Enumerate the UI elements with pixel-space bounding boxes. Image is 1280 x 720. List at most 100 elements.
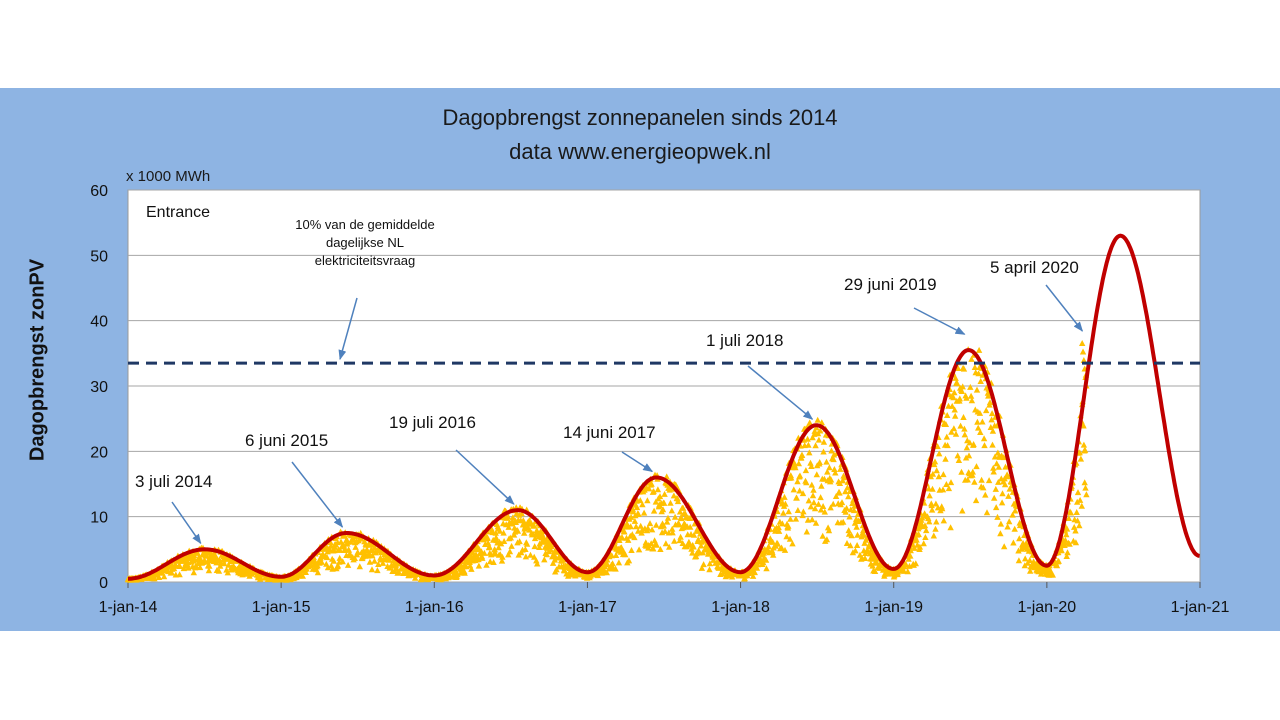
daily-point	[1058, 547, 1065, 554]
daily-point	[960, 365, 968, 372]
daily-point	[393, 565, 400, 572]
daily-point	[527, 551, 534, 558]
daily-point	[775, 527, 783, 534]
daily-point	[871, 568, 879, 574]
daily-point	[951, 389, 958, 396]
daily-point	[815, 436, 823, 443]
daily-point	[670, 492, 678, 499]
daily-point	[952, 430, 960, 437]
daily-point	[780, 509, 787, 516]
daily-point	[815, 500, 822, 507]
daily-point	[318, 558, 325, 565]
daily-point	[623, 520, 631, 527]
daily-point	[1080, 357, 1088, 364]
daily-point	[806, 449, 813, 456]
daily-point	[395, 568, 402, 575]
daily-point	[191, 552, 198, 559]
daily-point	[809, 434, 816, 441]
daily-point	[959, 507, 966, 514]
daily-point	[839, 477, 846, 484]
daily-point	[853, 523, 860, 530]
daily-point	[968, 355, 975, 362]
daily-point	[796, 487, 803, 494]
daily-point	[362, 541, 370, 548]
daily-point	[848, 532, 855, 539]
daily-point	[630, 508, 637, 515]
daily-point	[631, 534, 638, 541]
daily-point	[618, 544, 625, 551]
daily-point	[644, 524, 652, 531]
daily-point	[990, 464, 997, 471]
daily-point	[475, 562, 483, 569]
daily-point	[498, 557, 506, 564]
daily-point	[344, 561, 352, 568]
daily-point	[973, 463, 980, 470]
daily-point	[845, 493, 852, 500]
daily-point	[942, 421, 950, 427]
daily-point	[669, 529, 676, 536]
daily-point	[461, 569, 468, 576]
x-tick-label: 1-jan-17	[558, 599, 617, 616]
daily-point	[1049, 571, 1056, 578]
daily-point	[543, 551, 550, 558]
daily-point	[215, 567, 223, 574]
daily-point	[667, 499, 674, 506]
daily-point	[660, 522, 667, 529]
daily-point	[793, 494, 800, 501]
daily-point	[522, 546, 529, 552]
daily-point	[366, 558, 374, 565]
peak-annotation-label: 29 juni 2019	[844, 275, 937, 294]
daily-point	[645, 485, 653, 492]
daily-point	[967, 383, 974, 390]
daily-point	[830, 456, 837, 463]
daily-point	[926, 492, 933, 499]
daily-point	[495, 544, 502, 551]
daily-point	[327, 542, 335, 549]
daily-point	[518, 510, 525, 517]
daily-point	[832, 493, 840, 499]
daily-point	[949, 402, 956, 409]
daily-point	[982, 491, 989, 498]
daily-point	[650, 507, 658, 514]
daily-point	[1006, 485, 1013, 492]
daily-point	[933, 467, 940, 474]
daily-point	[861, 555, 869, 561]
daily-point	[648, 526, 656, 533]
daily-point	[206, 562, 213, 569]
y-tick-label: 10	[90, 510, 108, 527]
daily-point	[989, 441, 996, 448]
daily-point	[669, 525, 676, 532]
daily-point	[531, 535, 539, 542]
daily-point	[639, 501, 646, 508]
daily-point	[993, 504, 1000, 511]
daily-point	[628, 547, 635, 553]
daily-point	[1066, 540, 1073, 547]
daily-point	[662, 540, 670, 547]
daily-point	[653, 521, 660, 528]
daily-point	[650, 488, 657, 495]
daily-point	[505, 551, 512, 558]
daily-point	[785, 522, 792, 529]
daily-point	[853, 542, 861, 548]
peak-annotation-arrow	[171, 501, 202, 545]
daily-point	[806, 419, 813, 426]
daily-point	[492, 534, 500, 541]
daily-point	[1074, 517, 1081, 524]
daily-point	[823, 458, 830, 465]
daily-point	[690, 531, 698, 538]
daily-point	[830, 500, 837, 507]
daily-point	[530, 522, 537, 529]
daily-point	[812, 442, 819, 449]
daily-point	[781, 493, 788, 500]
daily-point	[1078, 502, 1085, 509]
daily-point	[986, 399, 994, 406]
daily-point	[531, 543, 538, 550]
daily-point	[940, 517, 947, 524]
daily-point	[765, 543, 772, 550]
daily-point	[973, 386, 981, 393]
daily-point	[468, 565, 475, 572]
y-tick-label: 20	[90, 444, 108, 461]
daily-point	[947, 479, 955, 486]
daily-point	[979, 418, 986, 425]
